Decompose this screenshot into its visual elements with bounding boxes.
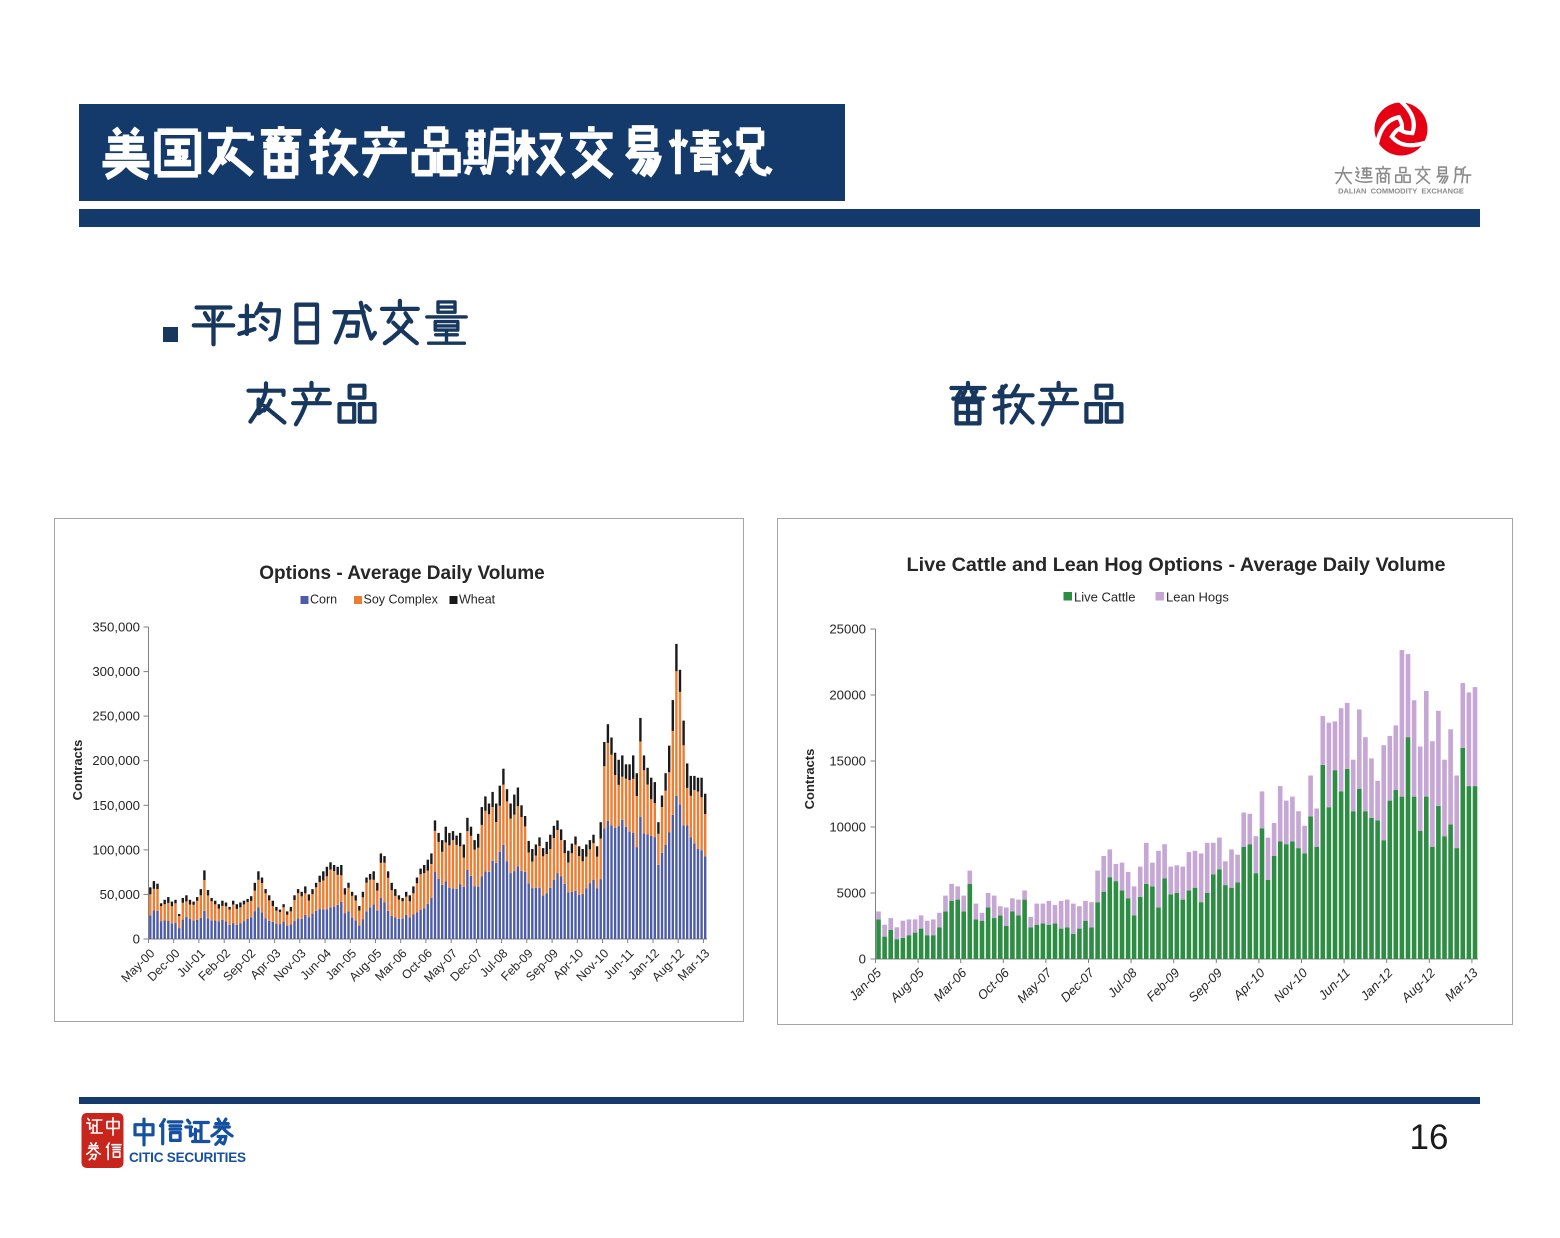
svg-text:0: 0 <box>859 952 866 967</box>
svg-text:5000: 5000 <box>837 886 866 901</box>
svg-text:20000: 20000 <box>829 688 866 703</box>
svg-text:Options - Average Daily Volume: Options - Average Daily Volume <box>259 563 544 584</box>
svg-text:Live Cattle: Live Cattle <box>1074 590 1135 605</box>
svg-text:100,000: 100,000 <box>92 842 140 857</box>
svg-text:15000: 15000 <box>829 754 866 769</box>
svg-text:Soy Complex: Soy Complex <box>364 593 439 607</box>
svg-text:50,000: 50,000 <box>100 887 140 902</box>
svg-text:10000: 10000 <box>829 820 866 835</box>
svg-text:300,000: 300,000 <box>92 664 140 679</box>
svg-text:150,000: 150,000 <box>92 798 140 813</box>
svg-text:25000: 25000 <box>829 622 866 637</box>
svg-text:CITIC SECURITIES: CITIC SECURITIES <box>129 1150 246 1165</box>
svg-text:Contracts: Contracts <box>802 749 817 810</box>
svg-text:200,000: 200,000 <box>92 753 140 768</box>
svg-text:DALIAN COMMODITY EXCHANGE: DALIAN COMMODITY EXCHANGE <box>1338 187 1464 196</box>
svg-text:Lean Hogs: Lean Hogs <box>1166 590 1229 605</box>
svg-text:0: 0 <box>133 932 140 947</box>
svg-text:Wheat: Wheat <box>459 593 496 607</box>
svg-text:Contracts: Contracts <box>70 740 85 801</box>
svg-text:Corn: Corn <box>310 593 337 607</box>
svg-text:Live Cattle and Lean Hog Optio: Live Cattle and Lean Hog Options - Avera… <box>907 554 1446 576</box>
svg-text:350,000: 350,000 <box>92 620 140 635</box>
svg-text:16: 16 <box>1410 1118 1449 1157</box>
svg-text:250,000: 250,000 <box>92 709 140 724</box>
